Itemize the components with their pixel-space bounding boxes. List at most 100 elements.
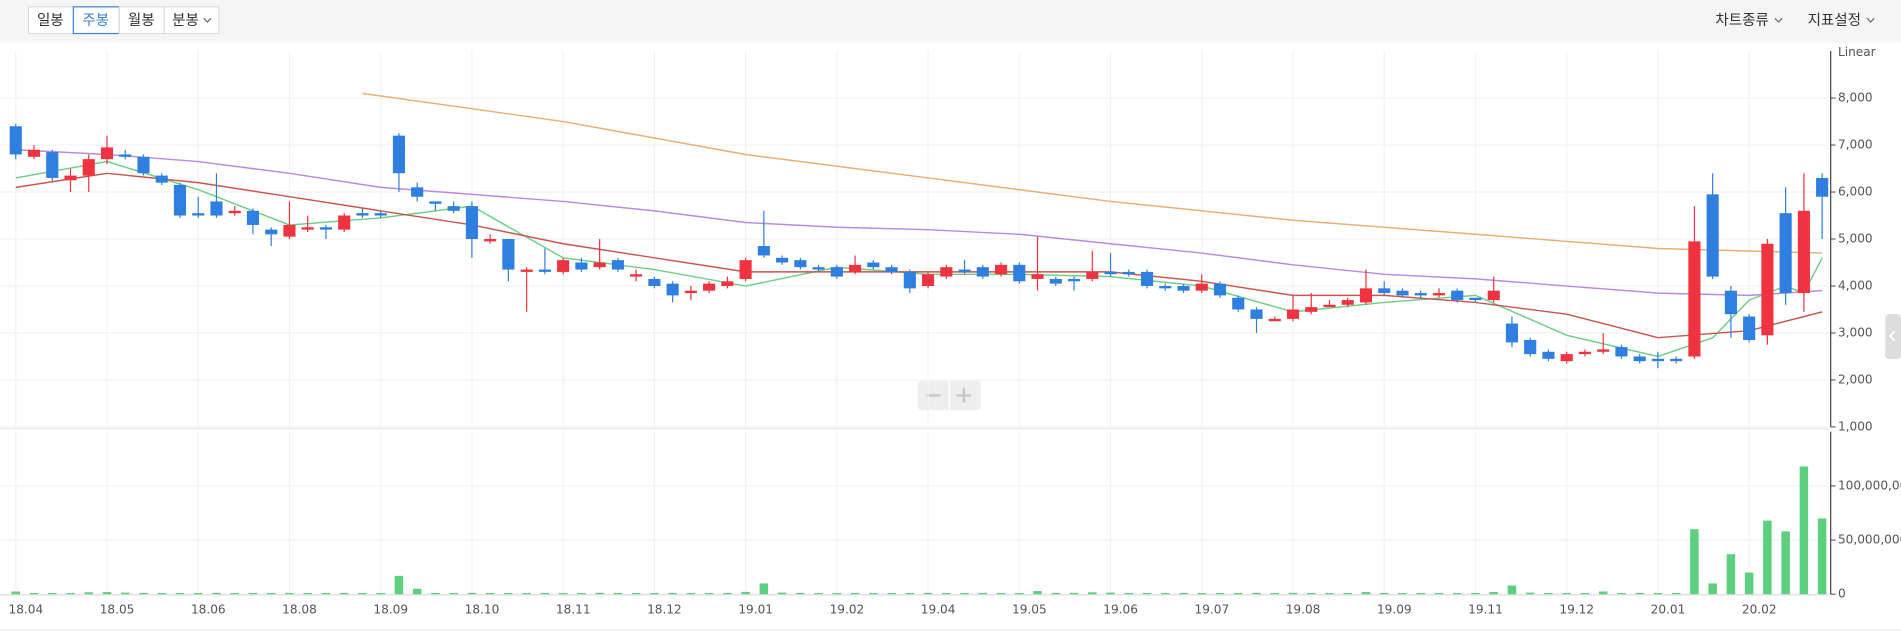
x-tick-label: 18.08 <box>282 603 317 617</box>
period-label: 주봉 <box>82 12 109 29</box>
candle-body <box>429 201 442 204</box>
zoom-in[interactable] <box>956 388 972 403</box>
candle-body <box>648 278 661 286</box>
volume-bar <box>577 593 586 595</box>
candle-body <box>301 227 314 230</box>
candle-body <box>1323 304 1336 308</box>
volume-bar <box>631 593 641 595</box>
candle-body <box>1524 340 1537 355</box>
volume-bar <box>412 588 422 595</box>
volume-bar <box>1781 531 1790 595</box>
volume-bar <box>449 593 458 595</box>
candle-body <box>484 239 497 242</box>
volume-bar <box>1617 593 1626 595</box>
candle-body <box>1213 283 1227 296</box>
volume-bar <box>230 593 239 595</box>
menu-label[interactable]: 지표설정 <box>1808 12 1861 29</box>
candle-body <box>1104 271 1117 275</box>
volume-bar <box>84 592 93 595</box>
x-tick-label: 19.02 <box>830 603 865 617</box>
volume-bar <box>558 593 568 595</box>
x-tick-label: 20.02 <box>1742 603 1777 617</box>
candle-body <box>757 246 770 256</box>
volume-bar <box>29 593 39 595</box>
candle-body <box>1816 177 1829 197</box>
candle-body <box>903 271 916 289</box>
volume-bar <box>1708 583 1717 595</box>
candle-body <box>246 210 260 225</box>
volume-bar <box>869 593 878 595</box>
candle-body <box>922 274 935 286</box>
moving-average-line <box>15 149 1823 297</box>
candle-body <box>356 213 369 216</box>
volume-bar <box>1452 593 1462 595</box>
candle-body <box>1633 356 1646 362</box>
x-tick-label: 18.05 <box>100 603 135 617</box>
y-tick-label: 5,000 <box>1838 232 1873 246</box>
period-label: 일봉 <box>37 12 64 29</box>
volume-bar <box>1799 466 1809 595</box>
volume-bar <box>339 593 349 595</box>
volume-bar <box>1306 593 1316 595</box>
candle-body <box>812 267 825 270</box>
scale-label[interactable]: Linear <box>1838 45 1876 59</box>
chevron <box>1866 17 1875 23</box>
candle-body <box>1378 288 1391 294</box>
volume-bar <box>120 592 130 595</box>
candle-body <box>100 147 114 160</box>
volume-bar <box>723 593 732 595</box>
candle-body <box>1779 213 1792 294</box>
volume-bar <box>1106 592 1115 595</box>
moving-average-line <box>15 160 1823 358</box>
candle-body <box>1067 278 1081 282</box>
candle-body <box>1086 271 1099 279</box>
volume-bar <box>1288 592 1298 595</box>
volume-bar <box>905 593 915 595</box>
candle-body <box>1232 297 1245 310</box>
candle-body <box>1670 358 1683 362</box>
candle-body <box>192 213 205 216</box>
side-panel-tab[interactable] <box>1885 314 1901 360</box>
volume-bar <box>1215 593 1225 595</box>
x-tick-label: 19.11 <box>1468 603 1503 617</box>
candle-body <box>976 267 989 277</box>
candle-body <box>794 260 807 268</box>
y-tick-label: 7,000 <box>1838 138 1873 152</box>
menu-label[interactable]: 차트종류 <box>1715 12 1768 29</box>
volume-bar <box>1252 592 1261 595</box>
volume-bar <box>1744 572 1754 595</box>
x-tick-label: 19.01 <box>738 603 773 617</box>
candle-body <box>1542 351 1555 359</box>
volume-bar <box>467 593 477 595</box>
candle-body <box>338 215 351 230</box>
volume-bar <box>1234 593 1243 595</box>
volume-bar <box>266 593 276 595</box>
volume-bar <box>175 593 185 595</box>
period-button[interactable] <box>72 6 121 35</box>
volume-bar <box>1033 590 1042 595</box>
candle-body <box>173 184 187 216</box>
candle-body <box>119 154 132 157</box>
candle-body <box>502 239 515 270</box>
volume-bar <box>650 593 659 595</box>
y-tick-label: 8,000 <box>1838 91 1873 105</box>
period-button[interactable] <box>118 6 165 35</box>
period-label: 분봉 <box>172 12 199 29</box>
candle-body <box>137 156 150 174</box>
candle-body <box>1432 293 1446 296</box>
candle-body <box>1013 264 1026 282</box>
volume-bar <box>814 593 823 595</box>
volume-bar <box>157 593 166 595</box>
y-tick-label: 50,000,000 <box>1838 533 1901 547</box>
volume-bar <box>1161 593 1170 595</box>
volume-bar <box>48 593 57 595</box>
candle-body <box>465 206 478 240</box>
volume-bar <box>923 593 933 595</box>
side-tab-chevron <box>1888 330 1896 342</box>
volume-bar <box>285 592 294 595</box>
candle-body <box>1487 290 1500 301</box>
candle-body <box>630 274 643 277</box>
volume-bar <box>1544 593 1553 595</box>
candle-body <box>1286 309 1300 319</box>
